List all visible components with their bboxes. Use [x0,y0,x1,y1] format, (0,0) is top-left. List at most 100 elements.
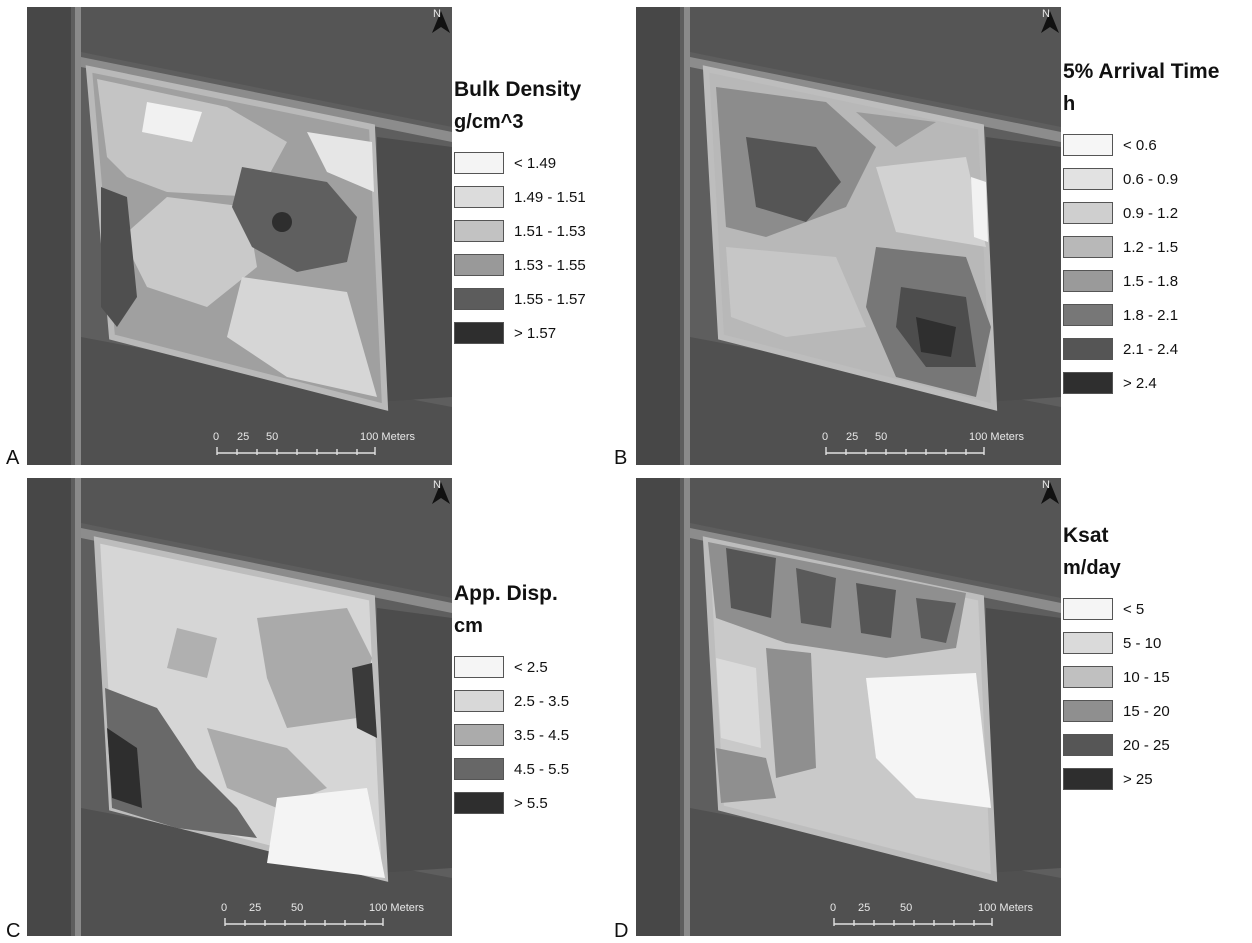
legend-items: < 1.49 1.49 - 1.51 1.51 - 1.53 1.53 - 1.55 1… [454,146,586,350]
legend-swatch [454,656,504,678]
legend-swatch [1063,338,1113,360]
legend-label: 1.53 - 1.55 [514,256,586,274]
legend-swatch [1063,768,1113,790]
legend-item: 0.9 - 1.2 [1063,196,1219,230]
legend-label: > 5.5 [514,794,548,812]
legend-swatch [454,186,504,208]
panel-c: N 0 25 50 100 Meters C App. Disp. cm < 2… [0,470,626,942]
legend-item: 1.49 - 1.51 [454,180,586,214]
scale-label-100: 100 Meters [369,902,425,914]
legend-item: 0.6 - 0.9 [1063,162,1219,196]
scale-label-0: 0 [822,431,828,443]
panel-d: N 0 25 50 100 Meters D Ksat m/day < 5 5 -… [614,470,1252,942]
legend-title: App. Disp. [454,582,558,605]
scale-label-50: 50 [875,431,887,443]
legend-unit: h [1063,93,1076,115]
legend-label: 2.1 - 2.4 [1123,340,1179,358]
legend-label: 1.49 - 1.51 [514,188,586,206]
legend-label: 3.5 - 4.5 [514,726,570,744]
legend-item: 1.51 - 1.53 [454,214,586,248]
legend-item: 4.5 - 5.5 [454,752,569,786]
legend-swatch [1063,270,1113,292]
legend-swatch [1063,632,1113,654]
legend-unit: g/cm^3 [454,111,524,133]
legend-swatch [454,152,504,174]
legend-label: 15 - 20 [1123,702,1170,720]
legend-item: 1.8 - 2.1 [1063,298,1219,332]
scale-label-100: 100 Meters [360,431,416,443]
legend-item: 3.5 - 4.5 [454,718,569,752]
legend-item: 1.5 - 1.8 [1063,264,1219,298]
legend-swatch [454,288,504,310]
legend-label: 1.2 - 1.5 [1123,238,1179,256]
map-app-disp: N 0 25 50 100 Meters [27,478,452,936]
legend-app-disp: App. Disp. cm < 2.5 2.5 - 3.5 3.5 - 4.5 4.5… [454,582,569,820]
legend-swatch [1063,168,1113,190]
legend-swatch [1063,372,1113,394]
legend-swatch [1063,700,1113,722]
map-graphic: N 0 25 50 100 Meters [636,7,1061,465]
scale-label-0: 0 [213,431,219,443]
scale-label-25: 25 [249,902,261,914]
legend-label: 20 - 25 [1123,736,1170,754]
legend-item: 1.2 - 1.5 [1063,230,1219,264]
legend-label: 2.5 - 3.5 [514,692,570,710]
legend-label: 0.6 - 0.9 [1123,170,1179,188]
legend-item: < 5 [1063,592,1170,626]
legend-bulk-density: Bulk Density g/cm^3 < 1.49 1.49 - 1.51 1.5… [454,78,586,350]
scale-label-25: 25 [846,431,858,443]
legend-item: < 1.49 [454,146,586,180]
panel-letter: D [614,920,629,942]
scale-label-25: 25 [237,431,249,443]
legend-title: Bulk Density [454,78,582,101]
map-graphic: N 0 25 50 100 Meters [636,478,1061,936]
legend-item: 2.5 - 3.5 [454,684,569,718]
legend-label: 1.55 - 1.57 [514,290,586,308]
legend-label: 5 - 10 [1123,634,1162,652]
legend-swatch [454,690,504,712]
legend-title: Ksat [1063,524,1109,547]
legend-swatch [454,724,504,746]
legend-items: < 5 5 - 10 10 - 15 15 - 20 20 - 25 > 25 [1063,592,1170,796]
legend-label: < 1.49 [514,154,557,172]
legend-label: 10 - 15 [1123,668,1170,686]
scale-label-50: 50 [266,431,278,443]
legend-item: 10 - 15 [1063,660,1170,694]
legend-item: > 5.5 [454,786,569,820]
panel-letter: C [6,920,21,942]
map-graphic: N 0 25 50 100 Meters [27,7,452,465]
legend-label: 4.5 - 5.5 [514,760,570,778]
legend-item: 1.55 - 1.57 [454,282,586,316]
legend-label: > 25 [1123,770,1153,788]
map-bulk-density: N 0 25 50 100 Meters [27,7,452,465]
panel-b: N 0 25 50 100 Meters B 5% Arrival Time h… [614,0,1252,470]
legend-item: 20 - 25 [1063,728,1170,762]
north-label: N [433,479,441,491]
scale-label-25: 25 [858,902,870,914]
legend-label: > 2.4 [1123,374,1157,392]
legend-item: > 2.4 [1063,366,1219,400]
legend-swatch [1063,202,1113,224]
legend-swatch [1063,134,1113,156]
legend-label: < 5 [1123,600,1145,618]
panel-letter: B [614,447,628,469]
legend-swatch [454,254,504,276]
legend-label: 1.8 - 2.1 [1123,306,1179,324]
panel-a: N 0 25 50 100 Meters A Bulk Density g/cm… [0,0,626,470]
legend-item: 1.53 - 1.55 [454,248,586,282]
legend-item: 15 - 20 [1063,694,1170,728]
legend-label: > 1.57 [514,324,557,342]
legend-item: < 0.6 [1063,128,1219,162]
north-label: N [1042,8,1050,20]
legend-arrival-time: 5% Arrival Time h < 0.6 0.6 - 0.9 0.9 - 1.… [1063,60,1219,400]
map-arrival-time: N 0 25 50 100 Meters [636,7,1061,465]
legend-item: < 2.5 [454,650,569,684]
legend-items: < 0.6 0.6 - 0.9 0.9 - 1.2 1.2 - 1.5 1.5 - 1.… [1063,128,1219,400]
legend-item: > 1.57 [454,316,586,350]
legend-swatch [1063,304,1113,326]
scale-label-0: 0 [830,902,836,914]
north-label: N [1042,479,1050,491]
legend-items: < 2.5 2.5 - 3.5 3.5 - 4.5 4.5 - 5.5 > 5.5 [454,650,569,820]
legend-unit: cm [454,615,483,637]
legend-swatch [1063,666,1113,688]
